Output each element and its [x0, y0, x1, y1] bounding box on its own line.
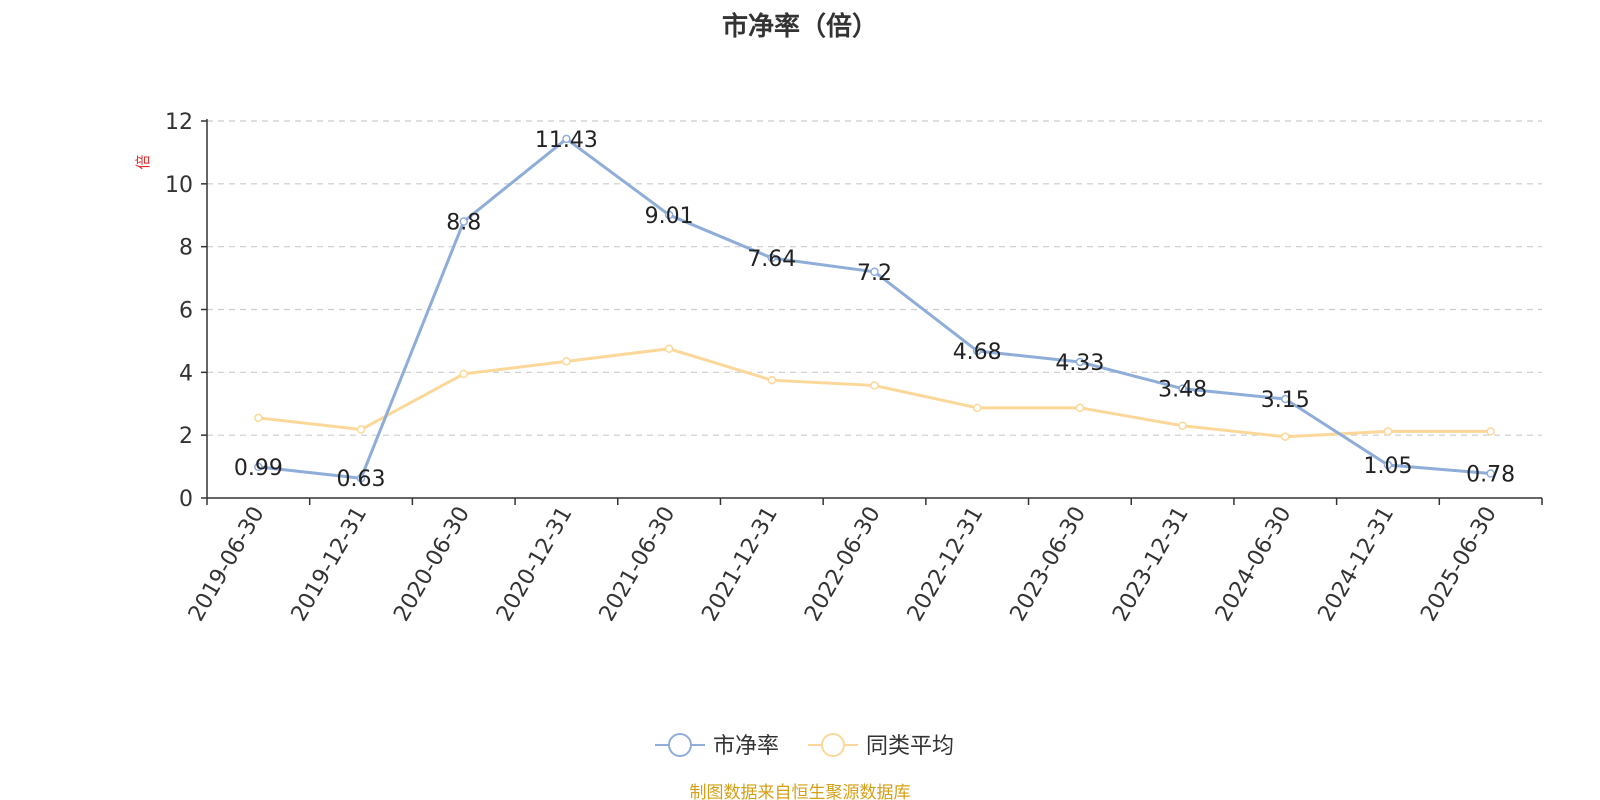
data-label: 0.99 [234, 456, 283, 481]
data-point [459, 217, 468, 226]
x-tick-label: 2024-12-31 [1314, 503, 1400, 626]
y-tick-label: 10 [165, 173, 193, 198]
data-point [1486, 427, 1495, 436]
data-point [1178, 421, 1187, 430]
data-point [356, 425, 366, 434]
data-label: 7.2 [857, 261, 892, 286]
x-tick-label: 2019-06-30 [184, 503, 270, 626]
legend-marker [668, 733, 692, 757]
data-point [1075, 357, 1085, 367]
data-point [870, 381, 879, 390]
x-tick-label: 2023-12-31 [1108, 503, 1194, 626]
data-label: 4.33 [1055, 351, 1104, 376]
data-point [459, 369, 468, 379]
x-tick-label: 2020-12-31 [492, 503, 578, 626]
y-tick-label: 12 [165, 110, 193, 135]
source-note: 制图数据来自恒生聚源数据库 [689, 783, 911, 800]
data-point [767, 375, 777, 385]
x-tick-label: 2025-06-30 [1416, 503, 1502, 626]
x-tick-label: 2023-06-30 [1006, 503, 1092, 626]
data-label: 1.05 [1363, 454, 1412, 479]
data-label: 3.15 [1261, 388, 1310, 413]
data-point [767, 253, 777, 263]
data-point [356, 473, 366, 483]
data-label: 11.43 [535, 128, 598, 153]
legend-label: 同类平均 [866, 734, 954, 759]
data-point [1383, 427, 1393, 436]
data-point [562, 134, 571, 144]
data-label: 4.68 [953, 340, 1002, 365]
series-line-0 [258, 137, 1491, 480]
chart-title: 市净率（倍） [721, 12, 878, 42]
data-point [1383, 460, 1393, 470]
data-label: 0.63 [337, 467, 386, 492]
x-tick-label: 2024-06-30 [1211, 503, 1297, 626]
data-point [870, 267, 879, 277]
data-point [254, 413, 263, 423]
data-point [1281, 432, 1290, 441]
data-point [664, 344, 674, 354]
y-tick-label: 8 [179, 236, 193, 261]
legend-label: 市净率 [713, 734, 779, 759]
data-point [1178, 384, 1187, 393]
data-point [1281, 394, 1290, 404]
data-point [562, 357, 571, 366]
data-point [254, 462, 263, 472]
x-tick-label: 2021-12-31 [697, 503, 783, 626]
data-label: 8.8 [446, 211, 481, 236]
data-label: 7.64 [747, 247, 796, 272]
data-point [972, 346, 982, 356]
data-point [664, 210, 674, 220]
x-tick-label: 2020-06-30 [389, 503, 475, 626]
data-label: 0.78 [1466, 462, 1515, 487]
x-tick-label: 2022-06-30 [800, 503, 886, 626]
data-label: 9.01 [645, 204, 694, 229]
y-tick-label: 6 [179, 299, 193, 324]
y-tick-label: 4 [179, 361, 193, 386]
data-point [972, 403, 982, 413]
x-tick-label: 2019-12-31 [287, 503, 373, 626]
y-tick-label: 0 [179, 487, 193, 512]
y-axis-label: 倍 [134, 154, 152, 169]
y-tick-label: 2 [179, 424, 193, 449]
data-point [1075, 403, 1085, 413]
data-point [1486, 469, 1495, 478]
data-label: 3.48 [1158, 378, 1207, 403]
x-tick-label: 2021-06-30 [595, 503, 681, 626]
legend-marker [821, 733, 845, 757]
x-tick-label: 2022-12-31 [903, 503, 989, 626]
